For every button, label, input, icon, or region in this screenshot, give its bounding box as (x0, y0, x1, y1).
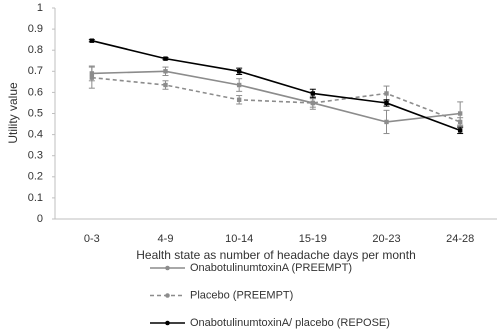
legend-label: Placebo (PREEMPT) (190, 289, 293, 301)
y-tick-label: 0.4 (28, 129, 43, 141)
marker (236, 97, 242, 102)
marker (163, 56, 168, 61)
y-tick-label: 0.9 (28, 23, 43, 35)
y-tick-label: 0 (37, 213, 43, 225)
marker (384, 91, 389, 96)
marker (457, 111, 463, 116)
marker (310, 100, 316, 106)
marker (236, 69, 242, 74)
legend-marker (165, 265, 170, 271)
marker (457, 128, 463, 133)
series-line (91, 76, 461, 123)
y-tick-label: 0.8 (28, 44, 43, 56)
x-axis-title: Health state as number of headache days … (136, 248, 416, 262)
x-tick-label: 24-28 (446, 233, 474, 245)
marker (457, 119, 463, 125)
legend-label: OnabotulinumtoxinA/ placebo (REPOSE) (190, 317, 390, 329)
x-tick-label: 20-23 (372, 233, 400, 245)
y-tick-label: 0.5 (28, 107, 43, 119)
y-tick-label: 0.3 (28, 150, 43, 162)
x-tick-label: 10-14 (225, 233, 253, 245)
x-tick-label: 15-19 (299, 233, 327, 245)
x-tick-label: 4-9 (158, 233, 174, 245)
marker (163, 82, 168, 88)
series-line (91, 70, 461, 123)
legend-marker (165, 320, 170, 326)
y-axis-title: Utility value (6, 82, 20, 144)
marker (384, 119, 389, 125)
y-tick-label: 0.1 (28, 192, 43, 204)
marker (89, 38, 95, 43)
marker (89, 75, 95, 80)
marker (236, 82, 242, 88)
marker (163, 69, 168, 74)
legend-marker (165, 293, 170, 298)
marker (384, 100, 389, 106)
y-tick-label: 0.6 (28, 86, 43, 98)
legend-label: OnabotulinumtoxinA (PREEMPT) (190, 262, 352, 274)
y-tick-label: 1 (37, 2, 43, 14)
marker (310, 91, 316, 96)
y-tick-label: 0.7 (28, 65, 43, 77)
y-tick-label: 0.2 (28, 171, 43, 183)
x-tick-label: 0-3 (84, 233, 100, 245)
series-line (91, 39, 461, 132)
